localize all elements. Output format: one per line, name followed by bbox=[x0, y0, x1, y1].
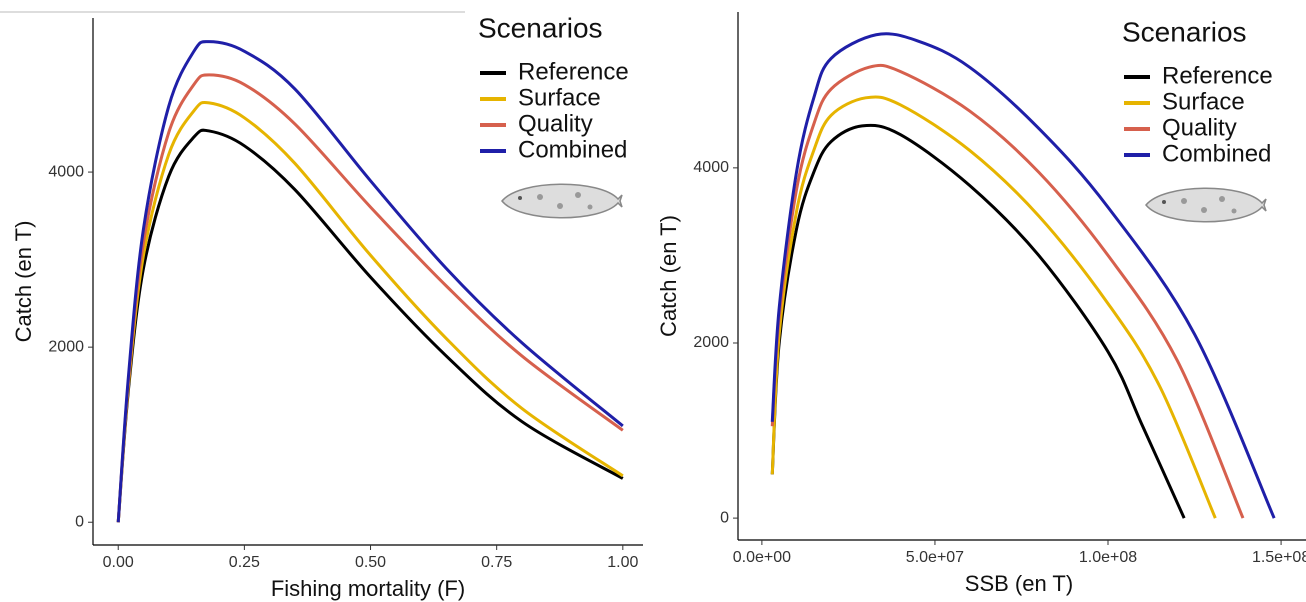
y-tick-label: 4000 bbox=[693, 159, 729, 176]
series-line bbox=[116, 40, 624, 523]
series-line bbox=[770, 32, 1276, 519]
y-tick-label: 2000 bbox=[48, 338, 84, 355]
x-tick-label: 1.5e+08 bbox=[1252, 549, 1306, 566]
x-tick-label: 0.0e+00 bbox=[733, 549, 791, 566]
legend-label: Combined bbox=[518, 136, 627, 163]
x-tick-label: 1.00 bbox=[607, 554, 638, 571]
y-tick-label: 0 bbox=[720, 509, 729, 526]
y-tick-label: 2000 bbox=[693, 334, 729, 351]
legend-title: Scenarios bbox=[478, 12, 603, 43]
series-line bbox=[770, 123, 1186, 519]
fish-icon bbox=[501, 183, 623, 219]
legend-label: Quality bbox=[518, 110, 593, 137]
legend-label: Reference bbox=[518, 58, 629, 85]
series-line bbox=[770, 95, 1217, 519]
y-axis-title: Catch (en T) bbox=[11, 221, 36, 343]
legend-label: Reference bbox=[1162, 62, 1273, 89]
legend-label: Quality bbox=[1162, 114, 1237, 141]
x-tick-label: 0.75 bbox=[481, 554, 512, 571]
y-tick-label: 0 bbox=[75, 513, 84, 530]
legend-label: Combined bbox=[1162, 140, 1271, 167]
x-tick-label: 1.0e+08 bbox=[1079, 549, 1137, 566]
series-line bbox=[770, 63, 1245, 519]
series-line bbox=[116, 100, 624, 523]
x-tick-label: 0.00 bbox=[103, 554, 134, 571]
legend-label: Surface bbox=[1162, 88, 1245, 115]
x-tick-label: 0.25 bbox=[229, 554, 260, 571]
fish-icon bbox=[1145, 187, 1267, 223]
x-tick-label: 0.50 bbox=[355, 554, 386, 571]
legend-title: Scenarios bbox=[1122, 16, 1247, 47]
x-tick-label: 5.0e+07 bbox=[906, 549, 964, 566]
y-axis-title: Catch (en T) bbox=[656, 215, 681, 337]
legend-label: Surface bbox=[518, 84, 601, 111]
x-axis-title: Fishing mortality (F) bbox=[271, 576, 465, 601]
x-axis-title: SSB (en T) bbox=[965, 571, 1073, 596]
y-tick-label: 4000 bbox=[48, 163, 84, 180]
